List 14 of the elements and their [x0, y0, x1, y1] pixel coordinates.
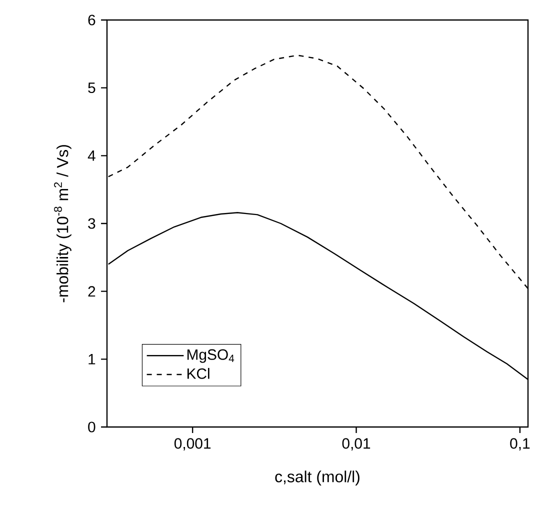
y-tick-label: 2	[88, 286, 96, 297]
y-tick-label: 5	[88, 82, 96, 94]
y-tick-label: 0	[88, 422, 96, 432]
x-tick-label: 0,001	[174, 438, 211, 450]
y-tick-label: 1	[88, 354, 96, 364]
y-tick-label: 6	[88, 14, 96, 26]
y-tick-label: 3	[88, 218, 96, 229]
x-tick-label: 0,01	[342, 438, 370, 450]
legend-label: KCl	[187, 368, 210, 379]
y-tick-label: 4	[88, 150, 96, 161]
x-axis-title: c,salt (mol/l)	[275, 470, 360, 486]
legend-label: MgSO$_{4}$	[187, 349, 234, 363]
y-axis-title: -mobility (10$^{-8}$ m$^{2}$ / Vs)	[54, 145, 72, 302]
x-tick-label: 0,1	[510, 438, 530, 450]
